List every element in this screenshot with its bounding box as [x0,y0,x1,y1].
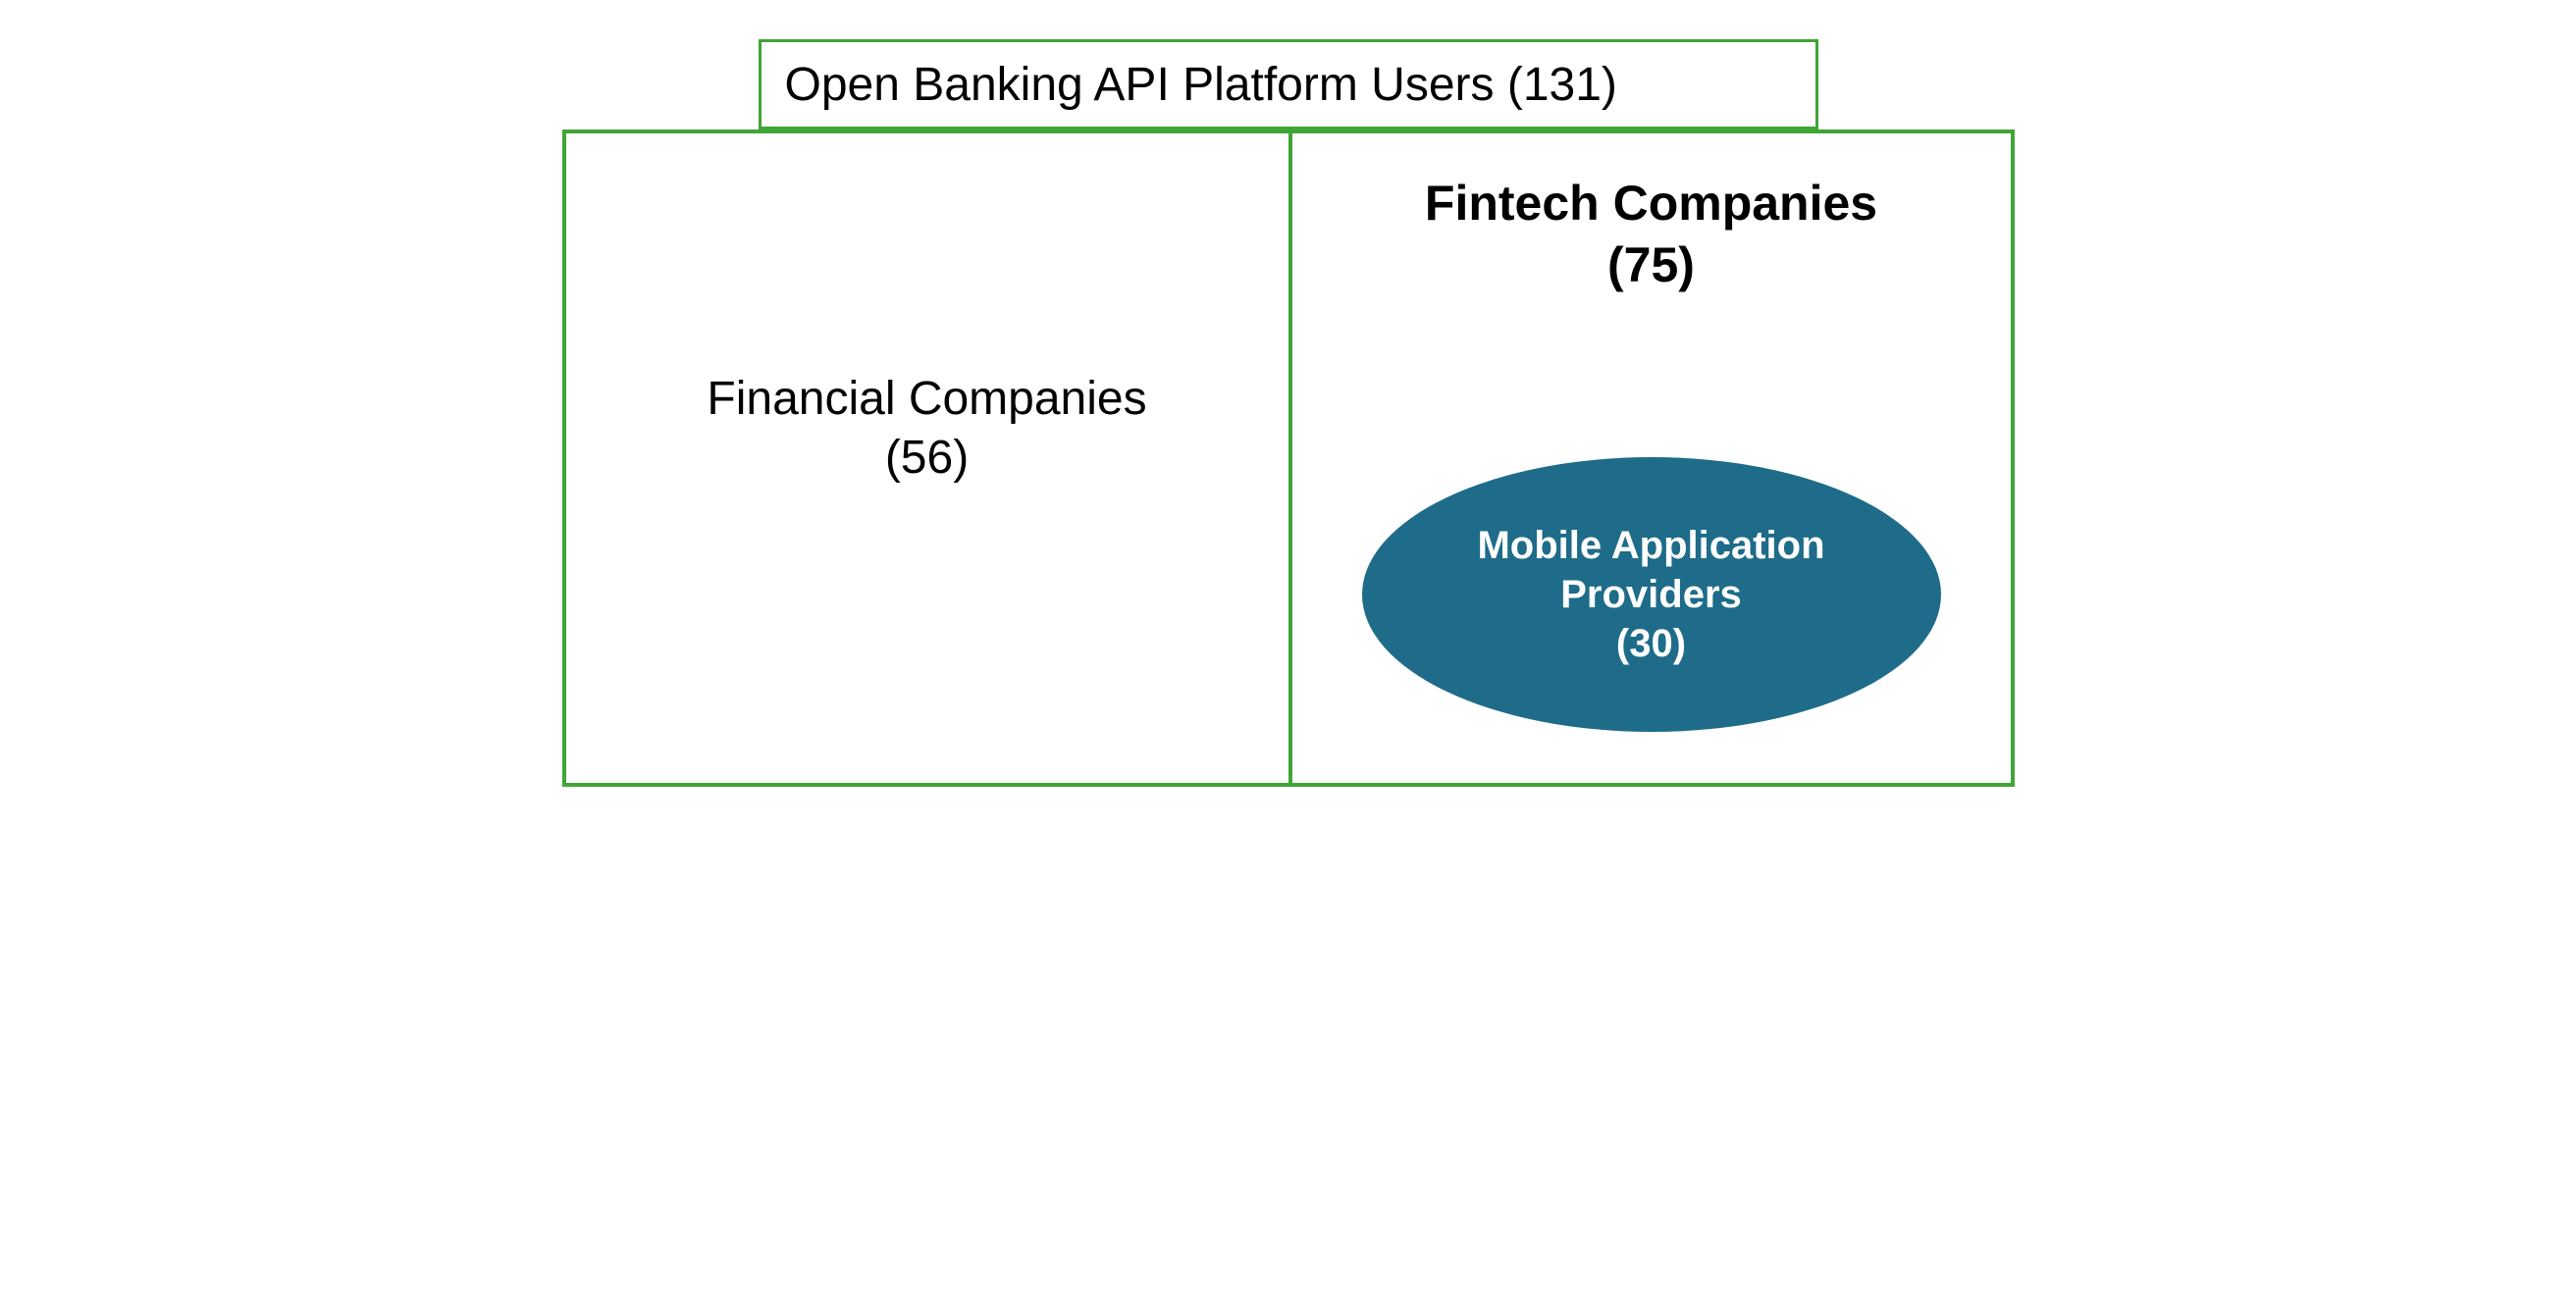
main-box: Financial Companies (56) Fintech Compani… [562,129,2015,787]
ellipse-subset: Mobile Application Providers (30) [1362,457,1941,732]
right-heading-line1: Fintech Companies [1425,176,1877,231]
diagram-container: Financial Companies (56) Fintech Compani… [562,39,2015,804]
right-heading-line2: (75) [1607,237,1695,292]
right-panel-heading: Fintech Companies (75) [1292,173,2011,295]
right-panel: Fintech Companies (75) Mobile Applicatio… [1292,133,2011,783]
ellipse-line2: Providers [1560,573,1742,616]
left-panel: Financial Companies (56) [566,133,1292,783]
ellipse-line3: (30) [1616,622,1686,665]
title-text: Open Banking API Platform Users (131) [785,58,1617,112]
left-panel-label: Financial Companies (56) [707,370,1146,488]
left-label-line2: (56) [885,432,969,484]
title-box: Open Banking API Platform Users (131) [759,39,1818,129]
left-label-line1: Financial Companies [707,373,1146,425]
ellipse-label: Mobile Application Providers (30) [1477,521,1824,668]
ellipse-line1: Mobile Application [1477,524,1824,567]
